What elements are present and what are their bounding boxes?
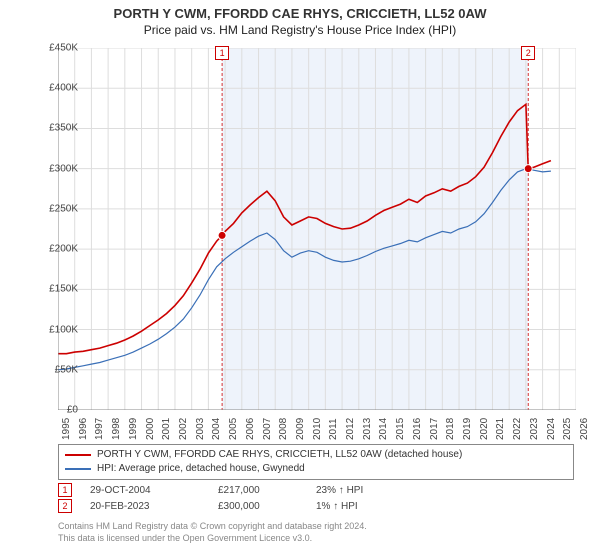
sale-marker-flag: 2	[521, 46, 535, 60]
x-axis-label: 2025	[562, 418, 573, 440]
x-axis-label: 2012	[345, 418, 356, 440]
x-axis-label: 2003	[195, 418, 206, 440]
sale-marker-flag: 1	[215, 46, 229, 60]
x-axis-label: 2007	[262, 418, 273, 440]
chart-subtitle: Price paid vs. HM Land Registry's House …	[0, 21, 600, 37]
x-axis-label: 2021	[495, 418, 506, 440]
sale-row: 1 29-OCT-2004 £217,000 23% ↑ HPI	[58, 482, 406, 498]
sale-pct: 1% ↑ HPI	[316, 501, 406, 512]
y-axis-label: £250K	[28, 203, 78, 214]
y-axis-label: £450K	[28, 43, 78, 54]
y-axis-label: £300K	[28, 163, 78, 174]
sale-events: 1 29-OCT-2004 £217,000 23% ↑ HPI 2 20-FE…	[58, 482, 406, 514]
footer-line: Contains HM Land Registry data © Crown c…	[58, 520, 367, 532]
x-axis-label: 1995	[61, 418, 72, 440]
x-axis-label: 1996	[78, 418, 89, 440]
legend: PORTH Y CWM, FFORDD CAE RHYS, CRICCIETH,…	[58, 444, 574, 480]
y-axis-label: £50K	[28, 364, 78, 375]
x-axis-label: 2000	[145, 418, 156, 440]
x-axis-label: 2013	[362, 418, 373, 440]
page: PORTH Y CWM, FFORDD CAE RHYS, CRICCIETH,…	[0, 0, 600, 560]
legend-label-hpi: HPI: Average price, detached house, Gwyn…	[97, 462, 305, 476]
legend-label-property: PORTH Y CWM, FFORDD CAE RHYS, CRICCIETH,…	[97, 448, 462, 462]
x-axis-label: 2001	[161, 418, 172, 440]
x-axis-label: 1998	[111, 418, 122, 440]
x-axis-label: 2009	[295, 418, 306, 440]
x-axis-label: 2006	[245, 418, 256, 440]
sale-date: 29-OCT-2004	[90, 485, 200, 496]
x-axis-label: 2018	[445, 418, 456, 440]
x-axis-label: 2002	[178, 418, 189, 440]
x-axis-label: 2011	[328, 418, 339, 440]
chart-area	[58, 48, 576, 410]
sale-marker-badge: 1	[58, 483, 72, 497]
x-axis-label: 2016	[412, 418, 423, 440]
x-axis-label: 2010	[312, 418, 323, 440]
legend-row-hpi: HPI: Average price, detached house, Gwyn…	[65, 462, 567, 476]
sale-price: £217,000	[218, 485, 298, 496]
y-axis-label: £400K	[28, 83, 78, 94]
y-axis-label: £150K	[28, 284, 78, 295]
x-axis-label: 1997	[94, 418, 105, 440]
legend-row-property: PORTH Y CWM, FFORDD CAE RHYS, CRICCIETH,…	[65, 448, 567, 462]
x-axis-label: 2015	[395, 418, 406, 440]
x-axis-label: 2017	[429, 418, 440, 440]
chart-svg	[58, 48, 576, 410]
sale-pct: 23% ↑ HPI	[316, 485, 406, 496]
legend-swatch-property	[65, 454, 91, 456]
x-axis-label: 2019	[462, 418, 473, 440]
sale-price: £300,000	[218, 501, 298, 512]
x-axis-label: 2004	[211, 418, 222, 440]
y-axis-label: £350K	[28, 123, 78, 134]
y-axis-label: £200K	[28, 244, 78, 255]
x-axis-label: 2026	[579, 418, 590, 440]
legend-swatch-hpi	[65, 468, 91, 470]
footer: Contains HM Land Registry data © Crown c…	[58, 520, 367, 544]
sale-marker-badge: 2	[58, 499, 72, 513]
x-axis-label: 2005	[228, 418, 239, 440]
x-axis-label: 1999	[128, 418, 139, 440]
x-axis-label: 2024	[546, 418, 557, 440]
chart-title: PORTH Y CWM, FFORDD CAE RHYS, CRICCIETH,…	[0, 0, 600, 21]
x-axis-label: 2023	[529, 418, 540, 440]
sale-date: 20-FEB-2023	[90, 501, 200, 512]
x-axis-label: 2020	[479, 418, 490, 440]
x-axis-label: 2008	[278, 418, 289, 440]
y-axis-label: £100K	[28, 324, 78, 335]
y-axis-label: £0	[28, 405, 78, 416]
x-axis-label: 2022	[512, 418, 523, 440]
footer-line: This data is licensed under the Open Gov…	[58, 532, 367, 544]
x-axis-label: 2014	[378, 418, 389, 440]
sale-row: 2 20-FEB-2023 £300,000 1% ↑ HPI	[58, 498, 406, 514]
